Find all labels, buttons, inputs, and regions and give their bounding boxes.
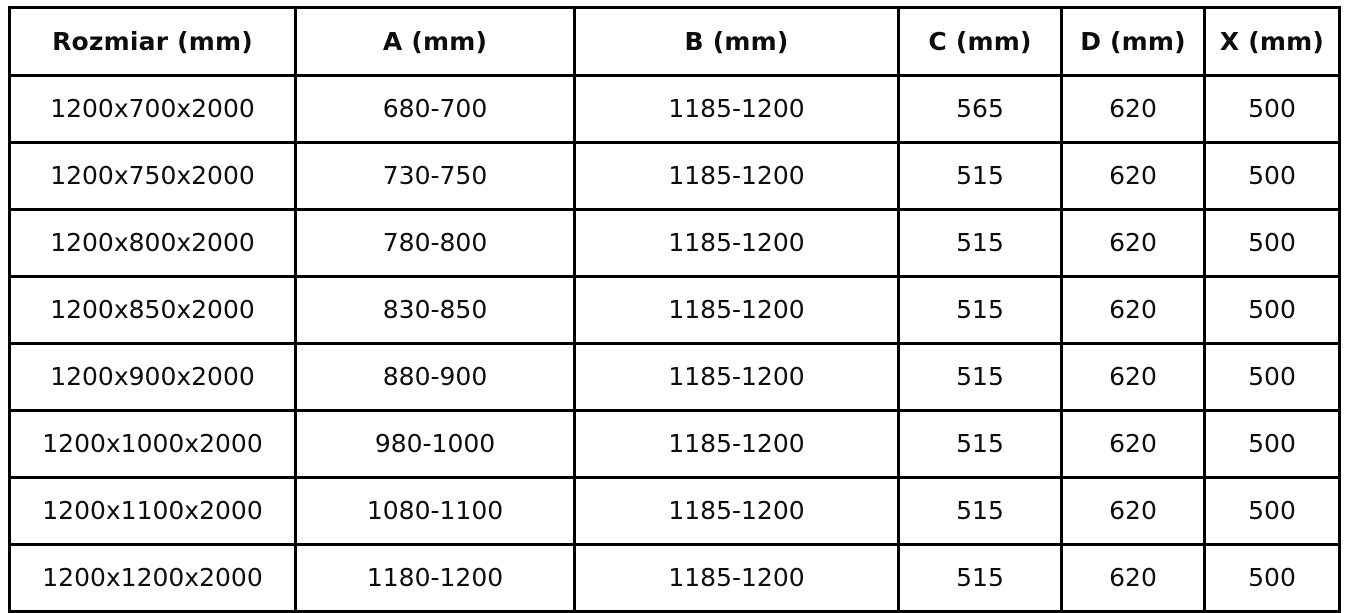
cell-size: 1200x750x2000 [8,141,297,211]
cell-size: 1200x800x2000 [8,208,297,278]
cell-a: 830-850 [294,275,576,345]
cell-d: 620 [1060,208,1206,278]
column-header-size: Rozmiar (mm) [8,6,297,77]
table-row: 1200x900x2000 880-900 1185-1200 515 620 500 [8,342,1341,412]
table-row: 1200x1100x2000 1080-1100 1185-1200 515 620 50… [8,476,1341,546]
cell-b: 1185-1200 [573,543,900,613]
cell-c: 515 [897,543,1063,613]
cell-b: 1185-1200 [573,141,900,211]
cell-b: 1185-1200 [573,342,900,412]
cell-size: 1200x1200x2000 [8,543,297,613]
cell-size: 1200x850x2000 [8,275,297,345]
cell-size: 1200x1000x2000 [8,409,297,479]
cell-x: 500 [1203,342,1341,412]
table-row: 1200x750x2000 730-750 1185-1200 515 620 500 [8,141,1341,211]
table-body: 1200x700x2000 680-700 1185-1200 565 620 500 12… [8,74,1341,613]
table-row: 1200x1000x2000 980-1000 1185-1200 515 620 500 [8,409,1341,479]
cell-d: 620 [1060,476,1206,546]
cell-size: 1200x1100x2000 [8,476,297,546]
table-row: 1200x800x2000 780-800 1185-1200 515 620 500 [8,208,1341,278]
cell-b: 1185-1200 [573,208,900,278]
cell-d: 620 [1060,275,1206,345]
cell-a: 880-900 [294,342,576,412]
cell-x: 500 [1203,208,1341,278]
cell-c: 515 [897,141,1063,211]
cell-d: 620 [1060,409,1206,479]
cell-d: 620 [1060,543,1206,613]
cell-a: 1080-1100 [294,476,576,546]
cell-a: 980-1000 [294,409,576,479]
column-header-d: D (mm) [1060,6,1206,77]
spec-table-container: Rozmiar (mm) A (mm) B (mm) C (mm) D (mm)… [8,6,1341,613]
table-row: 1200x700x2000 680-700 1185-1200 565 620 500 [8,74,1341,144]
dimensions-table: Rozmiar (mm) A (mm) B (mm) C (mm) D (mm)… [8,6,1341,613]
cell-x: 500 [1203,476,1341,546]
table-row: 1200x1200x2000 1180-1200 1185-1200 515 620 50… [8,543,1341,613]
column-header-b: B (mm) [573,6,900,77]
cell-size: 1200x900x2000 [8,342,297,412]
table-row: 1200x850x2000 830-850 1185-1200 515 620 500 [8,275,1341,345]
cell-a: 780-800 [294,208,576,278]
cell-c: 565 [897,74,1063,144]
cell-b: 1185-1200 [573,275,900,345]
cell-c: 515 [897,409,1063,479]
column-header-c: C (mm) [897,6,1063,77]
cell-x: 500 [1203,74,1341,144]
cell-c: 515 [897,476,1063,546]
cell-d: 620 [1060,342,1206,412]
table-header: Rozmiar (mm) A (mm) B (mm) C (mm) D (mm)… [8,6,1341,77]
column-header-a: A (mm) [294,6,576,77]
cell-a: 1180-1200 [294,543,576,613]
cell-b: 1185-1200 [573,409,900,479]
cell-c: 515 [897,208,1063,278]
cell-c: 515 [897,275,1063,345]
cell-x: 500 [1203,409,1341,479]
column-header-x: X (mm) [1203,6,1341,77]
cell-x: 500 [1203,543,1341,613]
cell-d: 620 [1060,141,1206,211]
cell-d: 620 [1060,74,1206,144]
table-header-row: Rozmiar (mm) A (mm) B (mm) C (mm) D (mm)… [8,6,1341,77]
cell-b: 1185-1200 [573,74,900,144]
cell-a: 730-750 [294,141,576,211]
cell-x: 500 [1203,275,1341,345]
cell-size: 1200x700x2000 [8,74,297,144]
cell-c: 515 [897,342,1063,412]
cell-a: 680-700 [294,74,576,144]
cell-x: 500 [1203,141,1341,211]
cell-b: 1185-1200 [573,476,900,546]
